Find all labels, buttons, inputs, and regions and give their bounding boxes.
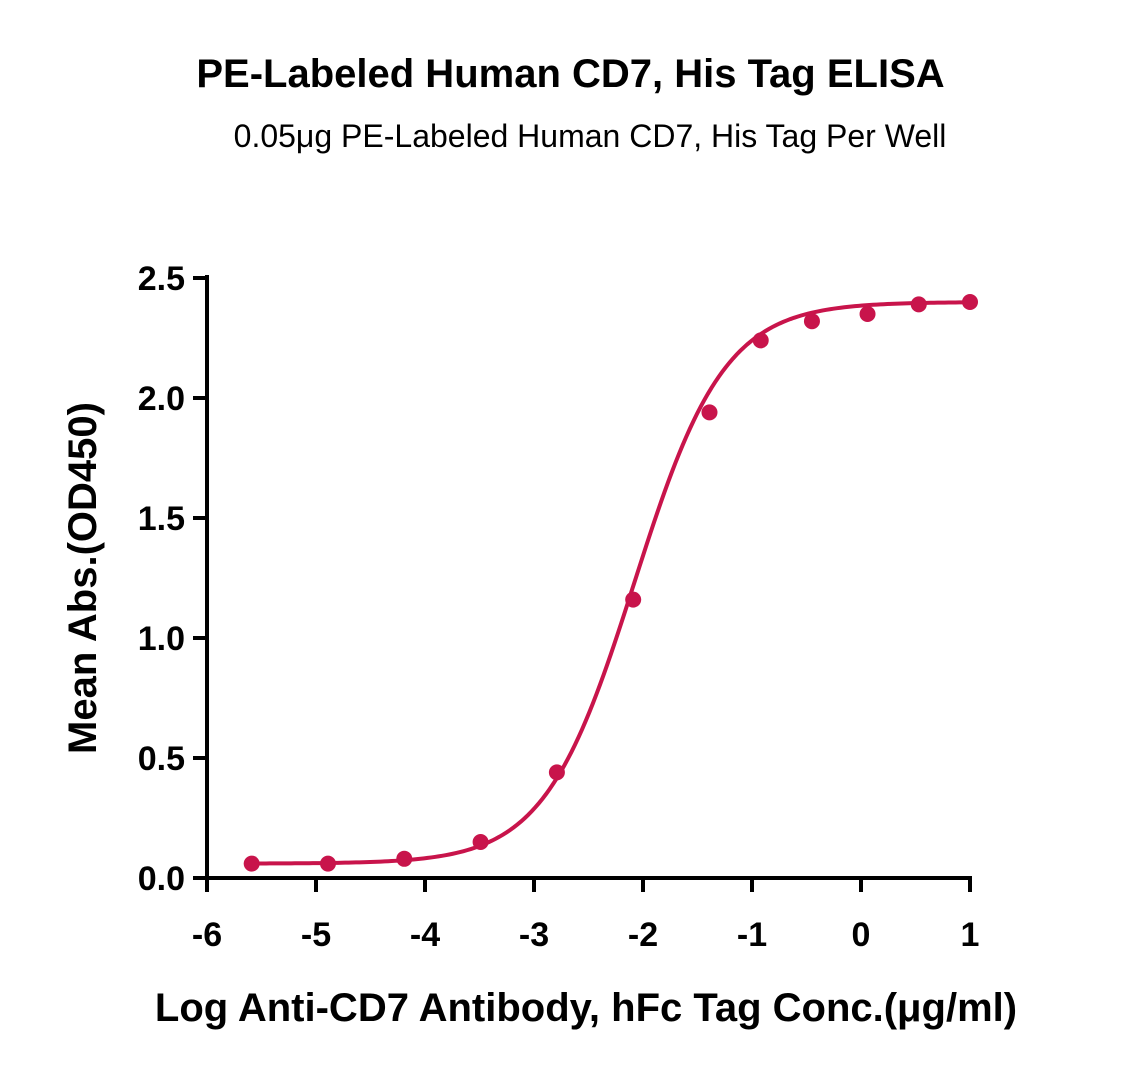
data-points-layer — [243, 294, 978, 872]
axes — [205, 275, 972, 880]
data-point — [803, 313, 820, 330]
data-point — [472, 834, 489, 850]
x-axis-title: Log Anti-CD7 Antibody, hFc Tag Conc.(μg/… — [155, 986, 1017, 1030]
ticks: 0.0 0.5 1.0 1.5 2.0 2.5 -6 -5 -4 -3 -2 -1 0 1 — [138, 260, 980, 954]
x-tick-label: -6 — [192, 916, 222, 954]
data-point — [701, 404, 718, 421]
x-tick-label: -1 — [737, 916, 767, 954]
data-point — [859, 306, 876, 322]
y-tick-label: 2.0 — [138, 380, 185, 418]
data-point — [962, 294, 978, 310]
x-tick-label: -3 — [519, 916, 549, 954]
x-tick-label: -5 — [301, 916, 331, 954]
data-point — [752, 332, 769, 349]
y-tick-label: 0.5 — [138, 740, 185, 778]
y-axis-title: Mean Abs.(OD450) — [61, 402, 105, 754]
y-tick-label: 1.0 — [138, 620, 185, 658]
data-point — [319, 855, 336, 872]
data-point — [548, 764, 565, 781]
data-point — [396, 850, 413, 867]
data-point — [243, 855, 260, 872]
chart-subtitle: 0.05μg PE-Labeled Human CD7, His Tag Per… — [233, 118, 947, 154]
chart-title: PE-Labeled Human CD7, His Tag ELISA — [196, 52, 945, 96]
data-point — [625, 591, 642, 608]
fit-curve-layer — [251, 300, 971, 866]
x-tick-label: -4 — [410, 916, 440, 954]
y-tick-label: 1.5 — [138, 500, 185, 538]
y-tick-label: 2.5 — [138, 260, 185, 298]
x-tick-label: -2 — [628, 916, 658, 954]
x-tick-label: 1 — [961, 916, 980, 954]
data-point — [910, 296, 927, 313]
y-tick-label: 0.0 — [138, 860, 185, 898]
fit-curve — [251, 300, 971, 866]
x-tick-label: 0 — [852, 916, 871, 954]
